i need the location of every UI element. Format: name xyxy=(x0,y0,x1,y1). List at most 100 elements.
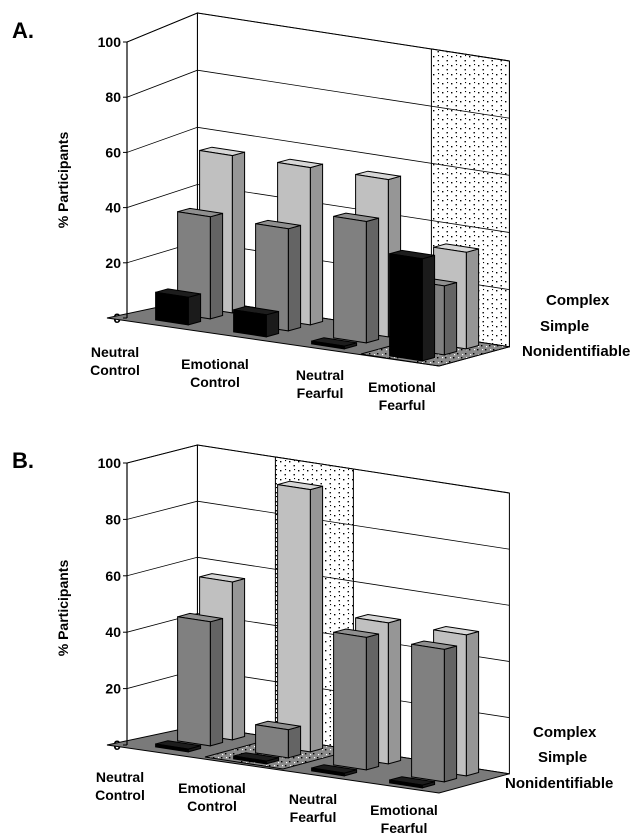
bar-front xyxy=(255,724,289,759)
gridline xyxy=(126,613,510,662)
category-label-line: Control xyxy=(90,362,140,378)
bar-front xyxy=(233,755,267,765)
category-label: Emotional Fearful xyxy=(368,379,436,413)
y-tick-label: 60 xyxy=(105,144,121,160)
category-label-line: Emotional xyxy=(368,379,436,395)
y-tick-label: 100 xyxy=(98,455,122,471)
bar-simple-3 xyxy=(411,640,458,783)
gridline xyxy=(126,444,510,494)
category-label: Neutral Fearful xyxy=(296,367,344,401)
bar-side xyxy=(265,310,280,338)
bar-front xyxy=(311,767,345,777)
category-label: Emotional Fearful xyxy=(370,802,438,836)
category-label-line: Neutral xyxy=(91,344,139,360)
bar-side xyxy=(443,645,458,783)
bar-simple-2 xyxy=(333,628,380,771)
series-label: Nonidentifiable xyxy=(522,343,630,360)
category-label-line: Neutral xyxy=(289,791,337,807)
bar-front xyxy=(389,779,423,789)
bar-nonidentifiable-1 xyxy=(233,305,280,338)
bar-nonidentifiable-2 xyxy=(311,764,358,777)
bar-front xyxy=(311,340,345,350)
gridline xyxy=(126,126,510,176)
gridline xyxy=(126,184,510,233)
bar-front xyxy=(333,215,367,344)
category-label: Emotional Control xyxy=(181,356,249,390)
bar-nonidentifiable-3 xyxy=(389,249,436,362)
category-label: Neutral Control xyxy=(95,769,145,803)
category-label-line: Fearful xyxy=(379,397,426,413)
bar-simple-0 xyxy=(177,612,224,747)
bar-complex-1 xyxy=(277,480,324,753)
bar-front xyxy=(233,309,267,338)
category-label-line: Fearful xyxy=(297,385,344,401)
y-tick-label: 20 xyxy=(105,681,121,697)
bar-side xyxy=(465,248,480,350)
y-tick-label: 40 xyxy=(105,200,121,216)
series-label: Simple xyxy=(540,318,589,335)
category-label-line: Control xyxy=(95,787,145,803)
series-label: Simple xyxy=(538,749,587,766)
y-axis-label: % Participants xyxy=(55,132,71,229)
bar-simple-2 xyxy=(333,212,380,344)
category-label-line: Control xyxy=(190,374,240,390)
y-tick-label: 80 xyxy=(105,89,121,105)
bar-front xyxy=(155,291,189,326)
bar-front xyxy=(389,253,423,362)
bar-nonidentifiable-0 xyxy=(155,288,202,326)
series-label: Nonidentifiable xyxy=(505,775,613,792)
bar-simple-1 xyxy=(255,720,302,759)
bar-front xyxy=(411,643,445,783)
bar-front xyxy=(277,484,311,753)
bar-front xyxy=(155,743,189,753)
bar-side xyxy=(309,163,324,326)
bar-nonidentifiable-1 xyxy=(233,752,280,765)
y-tick-label: 40 xyxy=(105,624,121,640)
gridline xyxy=(126,500,510,550)
bar-side xyxy=(465,630,480,777)
bar-side xyxy=(443,281,458,356)
chart-panel-a: 020406080100A.% ParticipantsNeutralContr… xyxy=(12,12,630,413)
bar-side xyxy=(421,254,436,362)
series-label: Complex xyxy=(533,724,597,741)
bar-front xyxy=(177,616,211,747)
bar-side xyxy=(287,725,302,759)
category-label-line: Emotional xyxy=(370,802,438,818)
y-tick-label: 60 xyxy=(105,568,121,584)
bar-front xyxy=(333,631,367,771)
category-label: Neutral Control xyxy=(90,344,140,378)
panel-label: A. xyxy=(12,18,34,43)
bar-side xyxy=(209,212,224,320)
gridline xyxy=(126,69,510,119)
y-tick-label: 20 xyxy=(105,255,121,271)
category-label-line: Fearful xyxy=(290,809,337,825)
gridline xyxy=(126,12,510,62)
category-label-line: Fearful xyxy=(381,820,428,836)
bar-side xyxy=(231,577,246,741)
category-label-line: Emotional xyxy=(181,356,249,372)
bar-side xyxy=(309,485,324,753)
y-tick-label: 100 xyxy=(98,34,122,50)
bar-nonidentifiable-0 xyxy=(155,740,202,753)
bar-side xyxy=(209,617,224,747)
bar-nonidentifiable-3 xyxy=(389,776,436,789)
y-axis-label: % Participants xyxy=(55,560,71,657)
bar-side xyxy=(231,151,246,314)
bar-side xyxy=(365,633,380,771)
y-tick-label: 80 xyxy=(105,511,121,527)
series-label: Complex xyxy=(546,292,610,309)
bar-simple-1 xyxy=(255,219,302,332)
bar-nonidentifiable-2 xyxy=(311,337,358,350)
panel-label: B. xyxy=(12,448,34,473)
bar-side xyxy=(187,293,202,326)
category-label: Emotional Control xyxy=(178,780,246,814)
bar-side xyxy=(365,217,380,344)
category-label-line: Neutral xyxy=(296,367,344,383)
category-label: Neutral Fearful xyxy=(289,791,337,825)
chart-panel-b: 020406080100B.% ParticipantsNeutralContr… xyxy=(12,444,613,836)
category-label-line: Emotional xyxy=(178,780,246,796)
gridline xyxy=(126,556,510,606)
category-label-line: Neutral xyxy=(96,769,144,785)
bar-side xyxy=(387,618,402,765)
